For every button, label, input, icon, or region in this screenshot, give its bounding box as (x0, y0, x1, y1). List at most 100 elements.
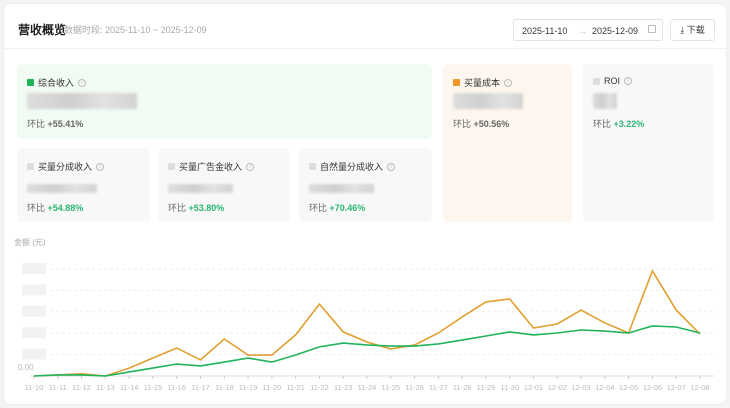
metric-header: 综合收入 i (27, 76, 87, 89)
metric-change: 环比 +53.80% (168, 201, 224, 214)
y-tick-label-redacted (22, 284, 46, 296)
x-tick-label: 12-03 (571, 383, 590, 392)
date-start[interactable]: 2025-11-10 (522, 26, 568, 36)
metric-value-redacted (27, 184, 97, 193)
change-label: 环比 (27, 119, 46, 129)
legend-swatch (27, 163, 34, 170)
metric-value-redacted (593, 93, 617, 109)
x-tick-label: 12-04 (595, 383, 614, 392)
info-icon[interactable]: i (96, 162, 105, 171)
metric-label: ROI (604, 76, 621, 86)
x-tick-label: 12-01 (524, 383, 543, 392)
x-tick-label: 11-16 (167, 383, 186, 392)
x-tick-label: 11-24 (358, 383, 377, 392)
legend-swatch (593, 77, 600, 85)
panel-header: 营收概览 数据时段: 2025-11-10 ~ 2025-12-09 2025-… (4, 4, 726, 49)
metric-card: 买量分成收入 i 环比 +54.88% (17, 148, 150, 222)
metric-card: 自然量分成收入 i 环比 +70.46% (299, 148, 432, 222)
x-tick-label: 11-18 (215, 383, 234, 392)
y-tick-label-redacted (22, 327, 46, 339)
metric-change: 环比 +55.41% (27, 117, 83, 130)
info-icon[interactable]: i (246, 162, 255, 171)
x-tick-label: 11-10 (25, 383, 44, 392)
series-line-1 (33, 325, 701, 377)
series-line-0 (33, 269, 701, 377)
change-value: +70.46% (329, 203, 366, 213)
data-period: 数据时段: 2025-11-10 ~ 2025-12-09 (64, 25, 207, 35)
x-tick-label: 12-05 (619, 383, 638, 392)
x-tick-label: 11-13 (96, 383, 115, 392)
change-value: +54.88% (47, 203, 84, 213)
legend-swatch (309, 163, 316, 170)
change-label: 环比 (453, 119, 472, 129)
metric-label: 买量分成收入 (38, 162, 93, 172)
x-tick-label: 11-15 (144, 383, 163, 392)
change-value: +3.22% (613, 119, 645, 129)
x-tick-label: 12-07 (667, 383, 686, 392)
legend-swatch (453, 79, 460, 86)
metric-card: ROI i 环比 +3.22% (583, 64, 714, 222)
download-icon: ⤓ (680, 25, 685, 35)
metric-card: 买量成本 i 环比 +50.56% (443, 64, 572, 222)
info-icon[interactable]: i (78, 78, 87, 87)
x-tick-label: 11-19 (239, 383, 258, 392)
metric-value-redacted (453, 93, 523, 109)
x-tick-label: 11-11 (49, 383, 67, 392)
metric-label: 买量广告金收入 (179, 162, 243, 172)
metric-value-redacted (309, 184, 374, 193)
x-tick-label: 12-06 (643, 383, 662, 392)
change-value: +50.56% (473, 119, 510, 129)
date-end[interactable]: 2025-12-09 (592, 26, 639, 36)
info-icon[interactable]: i (624, 77, 633, 85)
metric-change: 环比 +54.88% (27, 201, 83, 214)
y-tick-label-redacted (22, 305, 46, 317)
calendar-icon (648, 25, 656, 33)
metric-change: 环比 +50.56% (453, 117, 509, 130)
metric-card: 买量广告金收入 i 环比 +53.80% (158, 148, 290, 222)
metric-header: 买量广告金收入 i (168, 160, 255, 173)
info-icon[interactable]: i (504, 78, 513, 87)
y-tick-label-redacted (22, 348, 46, 360)
download-button[interactable]: ⤓ 下载 (670, 19, 715, 41)
x-tick-label: 11-25 (381, 383, 400, 392)
x-tick-label: 11-17 (191, 383, 210, 392)
info-icon[interactable]: i (387, 162, 396, 171)
metric-value-redacted (27, 93, 137, 109)
metric-header: 买量分成收入 i (27, 160, 105, 173)
date-range-picker[interactable]: 2025-11-10 → 2025-12-09 (513, 19, 663, 41)
metric-change: 环比 +3.22% (593, 117, 644, 130)
y-axis-label: 金额 (元) (14, 238, 46, 247)
y-tick-label-redacted (22, 263, 46, 274)
metric-label: 买量成本 (464, 78, 501, 88)
x-tick-label: 11-27 (429, 383, 448, 392)
x-tick-label: 11-30 (500, 383, 519, 392)
download-label: 下载 (686, 25, 705, 35)
page-title: 营收概览 (18, 23, 67, 37)
change-label: 环比 (309, 203, 328, 213)
x-tick-label: 11-21 (286, 383, 305, 392)
metric-change: 环比 +70.46% (309, 201, 365, 214)
metric-card: 综合收入 i 环比 +55.41% (17, 64, 432, 139)
x-tick-label: 11-14 (120, 383, 139, 392)
metric-label: 综合收入 (38, 78, 75, 88)
x-tick-label: 11-12 (72, 383, 91, 392)
x-tick-label: 11-26 (405, 383, 424, 392)
x-tick-label: 11-29 (477, 383, 496, 392)
metric-header: ROI i (593, 76, 633, 86)
x-tick-label: 11-22 (310, 383, 329, 392)
legend-swatch (168, 163, 175, 170)
change-label: 环比 (593, 119, 612, 129)
x-tick-label: 11-28 (453, 383, 472, 392)
change-value: +53.80% (188, 203, 225, 213)
legend-swatch (27, 79, 34, 86)
arrow-icon: → (578, 26, 587, 36)
x-tick-label: 11-20 (263, 383, 282, 392)
x-tick-label: 11-23 (334, 383, 353, 392)
change-value: +55.41% (47, 119, 84, 129)
change-label: 环比 (27, 203, 46, 213)
x-tick-label: 12-08 (690, 383, 709, 392)
y-tick-label: 0.00 (18, 363, 34, 372)
x-tick-label: 12-02 (548, 383, 567, 392)
metric-header: 自然量分成收入 i (309, 160, 396, 173)
